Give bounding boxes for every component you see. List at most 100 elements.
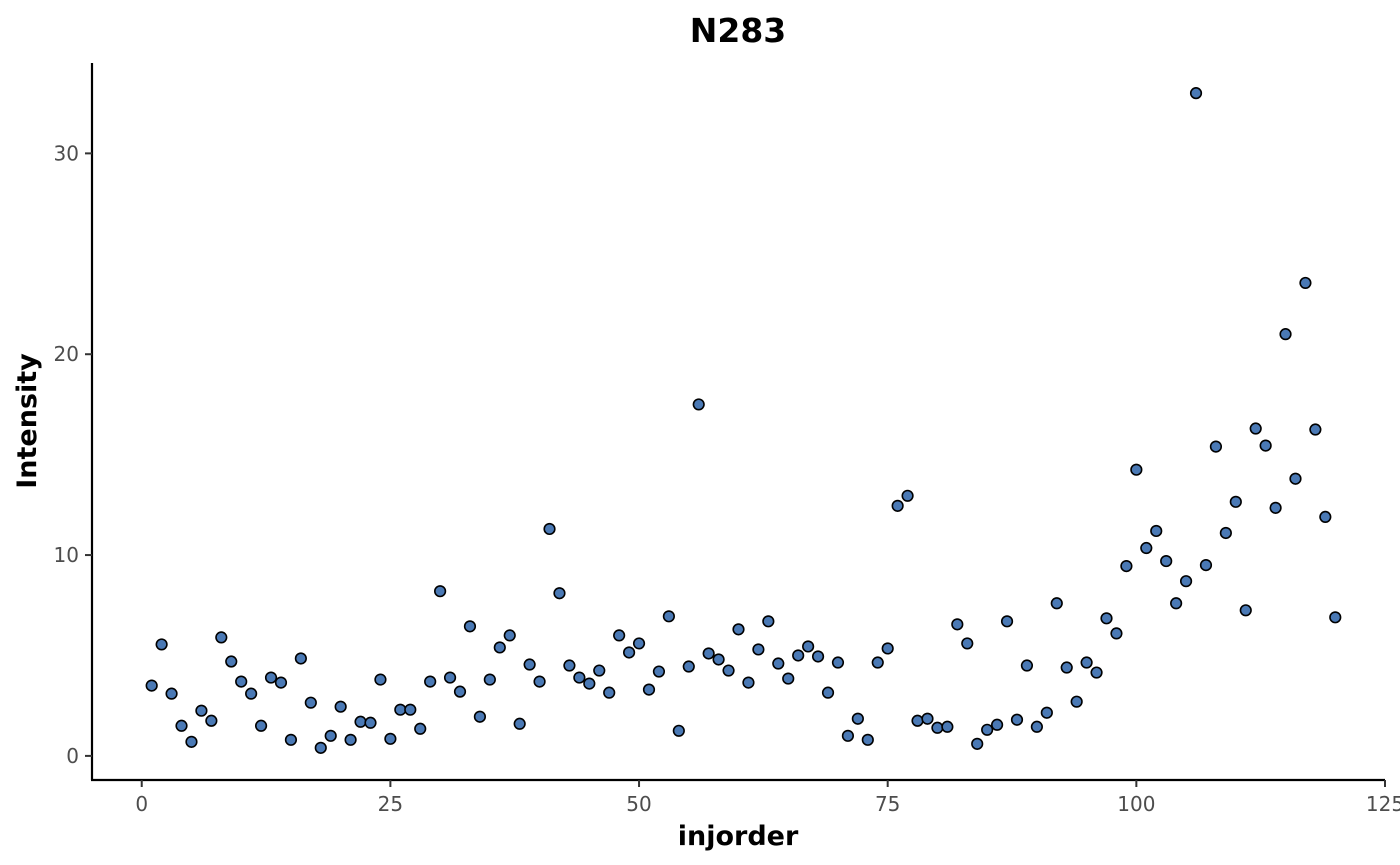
data-point [742,676,755,689]
data-point [443,671,457,684]
data-point [1070,695,1083,708]
data-point [1170,597,1183,610]
data-point [304,696,317,709]
x-tick-label: 125 [1366,792,1400,816]
data-point [1219,526,1232,540]
data-point [662,610,675,623]
x-tick-label: 75 [875,792,900,816]
data-point [155,638,168,651]
data-point [324,729,337,742]
data-point [1319,510,1332,523]
data-point [553,587,566,600]
data-point [563,659,576,672]
data-point [593,664,606,677]
data-point [1179,575,1193,588]
data-point [861,733,874,746]
data-point [453,685,467,698]
data-point [1209,440,1223,453]
data-point [891,499,904,512]
data-point [1080,656,1093,669]
data-point [772,657,785,670]
data-point [1040,706,1053,719]
data-point [990,718,1004,731]
data-point [1050,597,1063,610]
data-point [1060,661,1073,674]
data-point [523,658,536,671]
data-point [205,714,218,727]
data-point [493,641,506,654]
data-point [364,716,377,729]
data-point [981,723,994,736]
data-point [712,653,725,666]
data-point [871,656,884,669]
data-point [821,686,835,699]
x-axis-ticks: 0 25 50 75 100 125 [135,780,1400,816]
data-point [613,629,626,642]
data-point [802,640,815,653]
data-point [672,724,685,737]
data-point [841,729,855,742]
data-point [1299,276,1312,290]
data-point [1239,604,1252,617]
data-point [284,733,298,746]
data-point [245,687,258,700]
data-points [145,87,1342,754]
x-tick-label: 0 [135,792,148,816]
data-point [682,660,695,673]
data-point [195,704,208,717]
data-point [1269,501,1282,514]
data-point [404,703,417,716]
data-point [603,686,616,699]
data-point [583,677,596,690]
y-tick-label: 10 [54,543,79,567]
data-point [235,675,248,688]
data-point [752,643,765,656]
x-tick-label: 50 [626,792,651,816]
data-point [851,712,864,725]
data-point [175,719,188,732]
x-tick-label: 100 [1117,792,1155,816]
data-point [1150,524,1163,538]
data-point [543,522,556,536]
data-point [732,623,745,636]
data-point [622,646,636,659]
y-tick-label: 30 [54,141,79,165]
data-point [483,673,496,686]
chart-title: N283 [690,11,787,50]
data-point [344,733,357,746]
data-point [165,687,178,700]
data-point [652,665,666,678]
data-point [354,715,367,728]
data-point [792,649,805,662]
data-point [722,664,735,677]
data-point [314,741,327,754]
data-point [533,675,546,688]
data-point [921,712,934,725]
data-point [762,615,775,628]
data-point [1289,472,1302,485]
data-point [384,732,397,745]
data-point [1279,328,1292,341]
data-point [1100,612,1113,625]
data-point [632,637,646,650]
data-point [642,683,656,696]
data-point [1140,541,1153,555]
data-point [1020,659,1034,672]
data-point [1000,615,1014,628]
data-point [1030,720,1043,733]
data-point [1309,423,1322,436]
data-point [1090,666,1103,679]
data-point [503,629,516,642]
data-point [1249,422,1262,435]
data-point [881,642,894,655]
data-point [1199,559,1213,572]
data-point [1010,713,1024,726]
data-point [394,703,407,716]
data-point [1130,463,1143,476]
data-point [473,710,487,723]
data-point [1120,560,1133,573]
data-point [274,676,288,689]
data-point [941,720,954,733]
data-point [1110,627,1123,640]
